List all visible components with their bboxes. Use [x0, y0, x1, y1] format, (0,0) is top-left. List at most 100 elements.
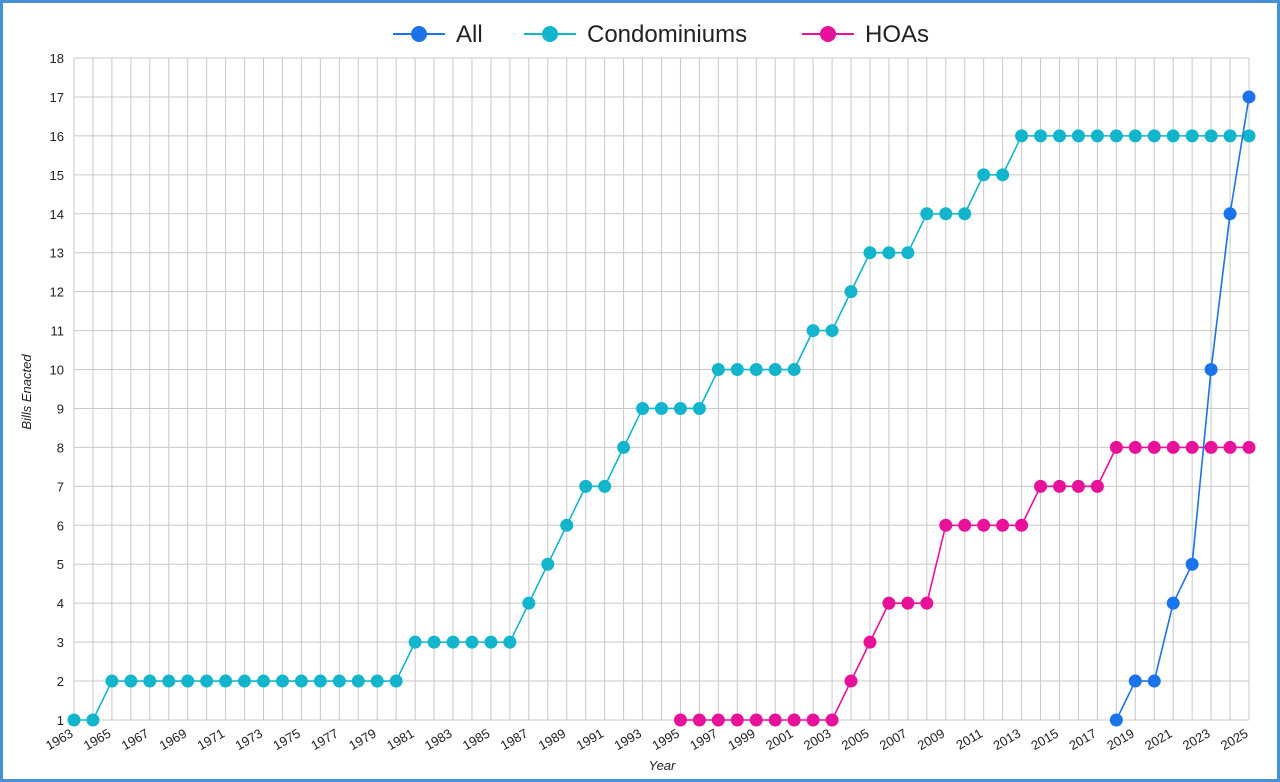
data-point-all [1242, 90, 1256, 104]
data-point-hoas [673, 713, 687, 727]
data-point-hoas [749, 713, 763, 727]
data-point-condominiums [977, 168, 991, 182]
x-tick-label: 1963 [43, 726, 76, 753]
legend-swatch-marker [542, 26, 558, 42]
data-point-condominiums [711, 363, 725, 377]
data-point-hoas [1204, 440, 1218, 454]
data-point-condominiums [1015, 129, 1029, 143]
data-point-all [1204, 363, 1218, 377]
x-tick-label: 1989 [536, 726, 569, 753]
data-point-all [1128, 674, 1142, 688]
data-point-condominiums [1147, 129, 1161, 143]
data-point-condominiums [332, 674, 346, 688]
data-point-hoas [977, 518, 991, 532]
data-point-condominiums [749, 363, 763, 377]
data-point-hoas [1071, 479, 1085, 493]
data-point-all [1166, 596, 1180, 610]
x-tick-label: 1985 [460, 726, 493, 753]
data-point-condominiums [484, 635, 498, 649]
data-point-hoas [996, 518, 1010, 532]
data-point-condominiums [522, 596, 536, 610]
data-point-condominiums [370, 674, 384, 688]
series-condominiums [67, 129, 1256, 727]
data-point-hoas [939, 518, 953, 532]
y-tick-label: 1 [57, 713, 64, 728]
x-tick-label: 2025 [1218, 726, 1251, 753]
x-tick-label: 1983 [422, 726, 455, 753]
data-point-hoas [863, 635, 877, 649]
data-point-all [1109, 713, 1123, 727]
x-tick-label: 1995 [649, 726, 682, 753]
x-tick-label: 1975 [270, 726, 303, 753]
data-point-condominiums [1071, 129, 1085, 143]
data-point-condominiums [901, 246, 915, 260]
data-point-condominiums [806, 324, 820, 338]
data-point-condominiums [313, 674, 327, 688]
x-tick-label: 1997 [687, 726, 720, 753]
data-point-condominiums [692, 401, 706, 415]
data-point-condominiums [768, 363, 782, 377]
legend-item-all[interactable]: All [393, 21, 483, 48]
y-tick-label: 7 [57, 479, 64, 494]
legend-label: HOAs [865, 21, 929, 48]
x-tick-label: 2009 [915, 726, 948, 753]
data-point-hoas [806, 713, 820, 727]
data-point-hoas [844, 674, 858, 688]
data-point-condominiums [465, 635, 479, 649]
data-point-hoas [882, 596, 896, 610]
data-point-condominiums [1034, 129, 1048, 143]
y-tick-label: 16 [50, 129, 64, 144]
y-tick-label: 8 [57, 440, 64, 455]
legend-item-hoas[interactable]: HOAs [802, 21, 929, 48]
data-point-condominiums [541, 557, 555, 571]
x-tick-label: 1979 [346, 726, 379, 753]
data-point-hoas [1128, 440, 1142, 454]
data-point-hoas [692, 713, 706, 727]
line-chart: All Condominiums HOAs 12345678910111213141… [19, 21, 1256, 773]
data-point-all [1147, 674, 1161, 688]
y-tick-label: 14 [50, 207, 64, 222]
y-tick-label: 12 [50, 285, 64, 300]
x-tick-label: 2017 [1066, 726, 1099, 753]
legend-swatch-marker [820, 26, 836, 42]
data-point-condominiums [200, 674, 214, 688]
data-point-condominiums [825, 324, 839, 338]
data-point-condominiums [162, 674, 176, 688]
data-point-hoas [1109, 440, 1123, 454]
data-point-hoas [1147, 440, 1161, 454]
data-point-all [1185, 557, 1199, 571]
data-point-condominiums [939, 207, 953, 221]
data-point-hoas [825, 713, 839, 727]
data-point-condominiums [1090, 129, 1104, 143]
legend: All Condominiums HOAs [393, 21, 929, 48]
data-point-condominiums [1242, 129, 1256, 143]
x-tick-label: 2003 [801, 726, 834, 753]
legend-item-condominiums[interactable]: Condominiums [524, 21, 747, 48]
data-point-condominiums [503, 635, 517, 649]
data-point-hoas [768, 713, 782, 727]
data-point-condominiums [1204, 129, 1218, 143]
y-tick-label: 10 [50, 363, 64, 378]
y-axis-title: Bills Enacted [19, 354, 34, 430]
data-point-condominiums [143, 674, 157, 688]
y-tick-label: 3 [57, 635, 64, 650]
data-point-condominiums [673, 401, 687, 415]
data-point-condominiums [636, 401, 650, 415]
data-point-condominiums [1128, 129, 1142, 143]
x-axis-title: Year [649, 758, 676, 773]
data-point-hoas [920, 596, 934, 610]
data-point-condominiums [787, 363, 801, 377]
data-point-condominiums [598, 479, 612, 493]
y-tick-label: 13 [50, 246, 64, 261]
data-point-condominiums [238, 674, 252, 688]
x-tick-label: 2011 [953, 726, 985, 753]
series-all [1109, 90, 1256, 727]
x-tick-label: 1977 [308, 726, 341, 753]
data-point-condominiums [294, 674, 308, 688]
data-point-hoas [958, 518, 972, 532]
data-point-hoas [711, 713, 725, 727]
x-tick-label: 1971 [195, 726, 228, 753]
series-hoas [673, 440, 1256, 727]
